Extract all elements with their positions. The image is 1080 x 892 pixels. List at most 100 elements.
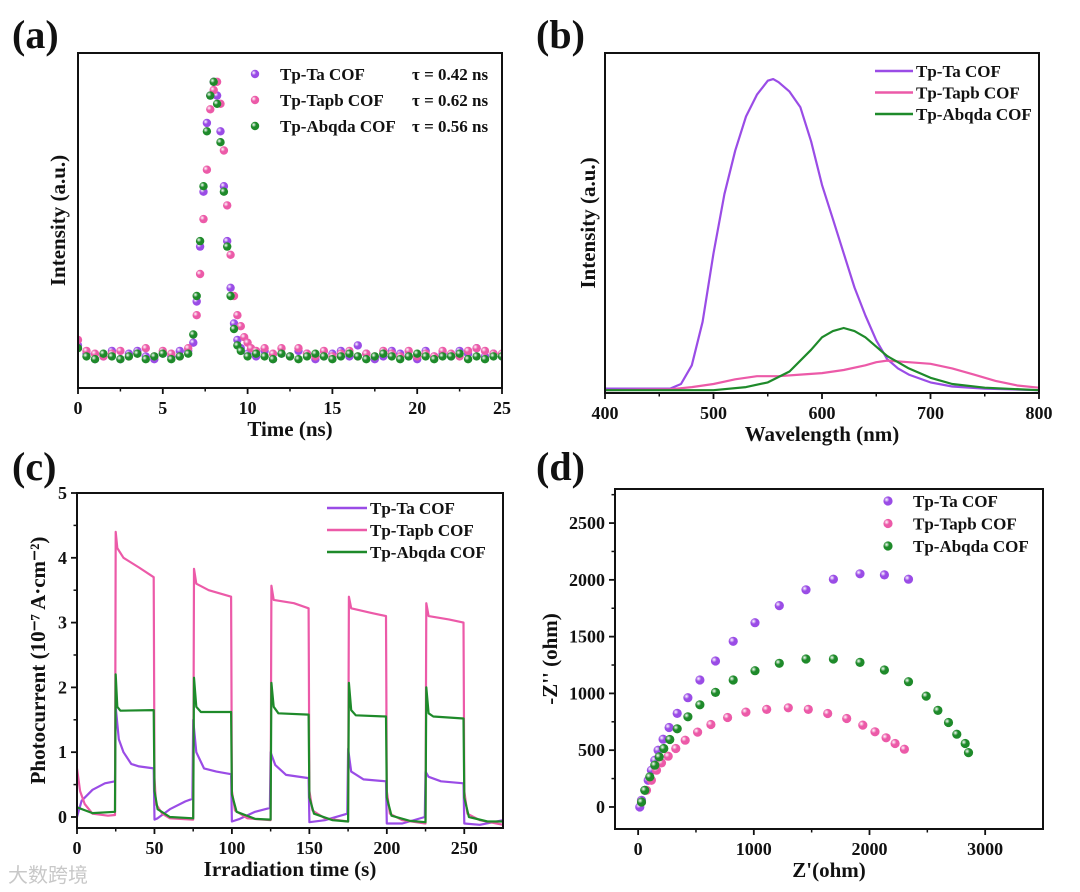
legend-label: Tp-Tapb COF <box>370 521 474 540</box>
data-point <box>336 352 346 361</box>
data-point <box>199 214 208 224</box>
legend-lifetime: τ = 0.62 ns <box>412 91 488 110</box>
data-point <box>189 330 198 339</box>
data-point <box>774 658 784 668</box>
data-point <box>209 77 218 87</box>
data-point <box>672 724 682 734</box>
x-axis-label: Time (ns) <box>247 417 332 441</box>
data-point <box>842 713 852 724</box>
legend-label: Tp-Ta COF <box>280 65 365 84</box>
x-tick-label: 400 <box>592 403 619 423</box>
data-point <box>226 291 235 301</box>
data-point <box>455 349 464 358</box>
x-tick-label: 3000 <box>967 839 1003 859</box>
data-point <box>943 717 954 728</box>
data-point <box>750 618 760 628</box>
x-tick-label: 10 <box>239 398 257 418</box>
legend-lifetime: τ = 0.42 ns <box>412 65 488 84</box>
y-tick-label: 500 <box>578 740 605 760</box>
data-point <box>823 708 833 719</box>
data-point <box>226 283 235 292</box>
data-point <box>671 743 681 754</box>
data-point <box>353 352 362 361</box>
data-point <box>463 355 473 364</box>
data-point <box>446 352 456 361</box>
y-axis-label: Intensity (a.u.) <box>576 157 600 288</box>
data-point <box>379 349 388 358</box>
data-point <box>133 349 142 358</box>
data-point <box>870 727 880 737</box>
data-point <box>879 570 890 580</box>
data-point <box>683 712 693 722</box>
y-tick-label: 2000 <box>569 570 605 590</box>
data-point <box>404 352 413 361</box>
plot-frame <box>614 488 1044 830</box>
x-tick-label: 200 <box>373 838 400 858</box>
panel-label: (a) <box>12 12 59 57</box>
plot-frame <box>604 52 1040 394</box>
data-point <box>216 127 225 136</box>
data-point <box>216 138 225 147</box>
panel-label: (c) <box>12 444 56 489</box>
data-point <box>141 355 150 364</box>
legend-marker <box>883 496 893 506</box>
data-point <box>858 720 868 730</box>
x-tick-label: 600 <box>809 403 836 423</box>
series-line-tp-tapb-cof <box>605 359 1039 392</box>
data-point <box>960 738 970 749</box>
data-point <box>463 346 473 356</box>
data-point <box>803 704 813 715</box>
data-point <box>855 657 865 668</box>
legend-label: Tp-Abqda COF <box>913 537 1029 556</box>
data-point <box>879 665 890 675</box>
data-point <box>645 772 655 782</box>
data-point <box>828 574 839 584</box>
watermark: 大数跨境 <box>8 863 88 887</box>
data-point <box>640 785 650 795</box>
data-point <box>723 712 733 723</box>
data-point <box>413 349 422 358</box>
plot-area <box>635 569 974 812</box>
data-point <box>801 585 811 595</box>
data-point <box>672 708 682 719</box>
x-axis-label: Wavelength (nm) <box>745 422 900 446</box>
legend-label: Tp-Tapb COF <box>916 84 1020 103</box>
data-point <box>695 700 705 710</box>
x-tick-label: 0 <box>634 839 643 859</box>
x-tick-label: 250 <box>451 838 478 858</box>
data-point <box>328 355 337 364</box>
data-point <box>302 352 312 361</box>
data-point <box>728 675 738 685</box>
legend-label: Tp-Abqda COF <box>916 105 1032 124</box>
data-point <box>206 105 215 114</box>
data-point <box>294 355 303 364</box>
y-tick-label: 1000 <box>569 683 605 703</box>
data-point <box>243 352 252 361</box>
legend-label: Tp-Ta COF <box>916 62 1001 81</box>
legend-label: Tp-Abqda COF <box>280 117 396 136</box>
data-point <box>236 322 245 331</box>
data-point <box>189 338 198 347</box>
data-point <box>952 729 962 739</box>
data-point <box>99 349 108 358</box>
data-point <box>387 352 396 361</box>
data-point <box>430 355 439 364</box>
x-axis-label: Z'(ohm) <box>792 858 866 882</box>
data-point <box>362 355 371 364</box>
data-point <box>665 734 675 745</box>
data-point <box>150 352 159 361</box>
data-point <box>663 751 673 761</box>
data-point <box>438 352 447 361</box>
data-point <box>762 704 772 715</box>
x-tick-label: 20 <box>408 398 426 418</box>
data-point <box>480 346 490 356</box>
data-point <box>933 705 943 716</box>
data-point <box>899 744 910 754</box>
y-tick-label: 3 <box>58 613 67 633</box>
y-tick-label: 0 <box>596 797 605 817</box>
x-tick-label: 100 <box>218 838 245 858</box>
panel-label: (b) <box>536 12 585 57</box>
series-line-tp-ta-cof <box>77 705 503 826</box>
data-point <box>268 355 278 364</box>
